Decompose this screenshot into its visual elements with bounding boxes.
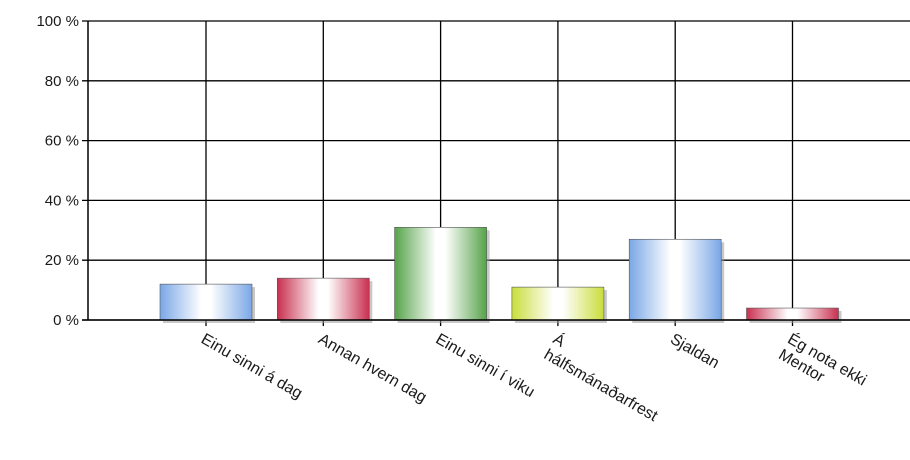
y-tick-label: 40 % [45,192,79,209]
x-tick-label: Ég nota ekkiMentor [776,329,871,405]
bar [159,283,253,321]
bar [276,277,370,321]
y-tick-label: 60 % [45,133,79,150]
bar [511,286,605,321]
x-tick-label: Sjaldan [667,331,722,372]
x-tick-label: Annan hvern dag [315,331,429,407]
x-tick-label-line: Einu sinni í viku [433,331,538,401]
bar [394,227,487,321]
bar [628,238,722,321]
x-tick-label-line: hálfsmánaðarfrest [541,346,661,425]
x-tick-label: Einu sinni í viku [433,331,538,401]
bars [159,227,842,323]
y-tick-label: 80 % [45,73,79,90]
axes [82,21,910,321]
x-tick-label: Einu sinni á dag [198,331,305,403]
y-tick-label: 20 % [45,252,79,269]
x-tick-label: Áhálfsmánaðarfrest [541,329,671,425]
bar [746,307,839,321]
y-tick-label: 100 % [36,13,79,30]
x-tick-label-line: Sjaldan [667,331,722,372]
labels: 0 % 20 % 40 % 60 % 80 % 100 % Einu sinni á dag… [36,13,870,425]
x-tick-label-line: Einu sinni á dag [198,331,305,403]
x-tick-label-line: Annan hvern dag [315,331,429,407]
grid [82,20,910,326]
y-tick-label: 0 % [53,312,79,329]
